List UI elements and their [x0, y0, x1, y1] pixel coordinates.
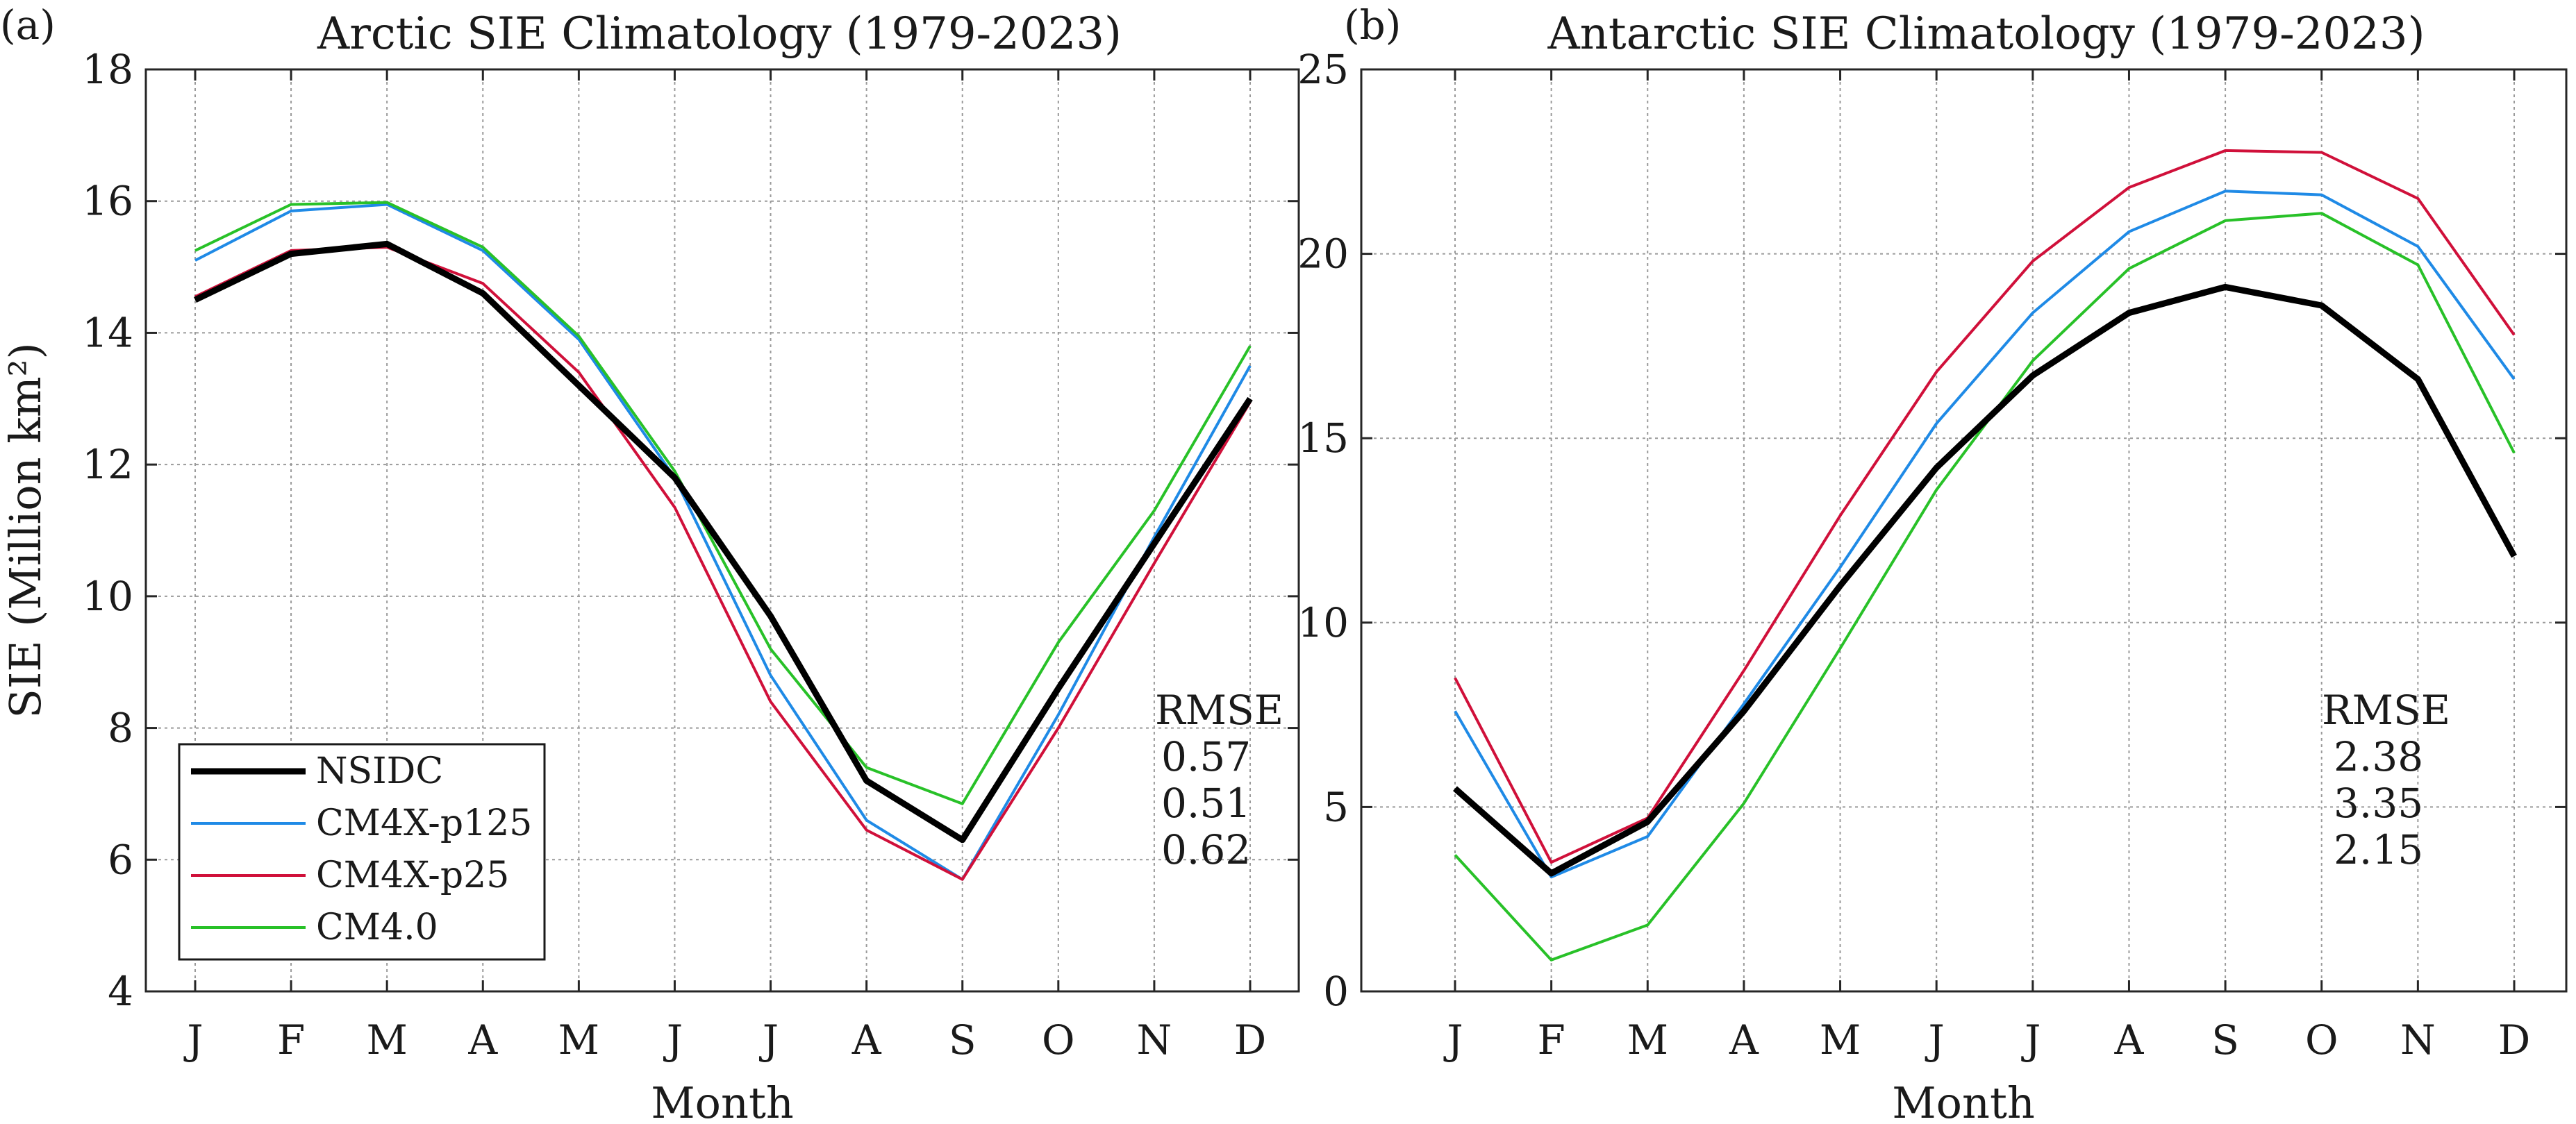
x-tick-label: N: [2400, 1016, 2436, 1064]
panel-a-rmse-annotation: RMSE 0.57 0.51 0.62: [1155, 687, 1283, 873]
rmse-value-cm4x-p125: 0.57: [1161, 733, 1251, 780]
x-tick-label: M: [1627, 1016, 1668, 1064]
panel-b-y-tick-labels: 0 5 10 15 20 25: [1297, 46, 1349, 1015]
x-tick-label: M: [558, 1016, 599, 1064]
panel-a-title: Arctic SIE Climatology (1979-2023): [317, 8, 1122, 60]
y-tick-label: 20: [1297, 230, 1349, 278]
y-tick-label: 5: [1323, 783, 1349, 830]
panel-a-axes-box: [144, 68, 1300, 993]
panel-a-x-axis-label: Month: [651, 1077, 794, 1124]
series-line-nsidc: [1453, 283, 2517, 877]
y-tick-label: 15: [1297, 414, 1349, 462]
x-tick-label: N: [1137, 1016, 1172, 1064]
y-tick-label: 0: [1323, 968, 1349, 1015]
panel-a-grid: [146, 69, 1299, 991]
rmse-value-cm4x-p125: 2.38: [2334, 733, 2423, 780]
x-tick-label: A: [467, 1016, 498, 1064]
antarctic-panel: (b) Antarctic SIE Climatology (1979-2023…: [1297, 1, 2568, 1124]
rmse-value-cm4-0: 0.62: [1161, 826, 1251, 873]
x-tick-label: A: [851, 1016, 882, 1064]
x-tick-label: J: [759, 1016, 779, 1064]
legend-box: [178, 743, 546, 961]
y-tick-label: 10: [82, 573, 133, 620]
y-tick-label: 16: [82, 178, 133, 225]
y-tick-label: 4: [108, 968, 133, 1015]
x-tick-label: F: [277, 1016, 305, 1064]
legend-label-cm4-0: CM4.0: [316, 907, 438, 948]
panel-a-y-axis-label: SIE (Million km²): [0, 342, 51, 718]
panel-b-title: Antarctic SIE Climatology (1979-2023): [1547, 8, 2425, 60]
x-tick-label: M: [1820, 1016, 1861, 1064]
x-tick-label: J: [183, 1016, 203, 1064]
y-tick-label: 8: [108, 705, 133, 752]
x-tick-label: O: [1042, 1016, 1075, 1064]
panel-b-rmse-annotation: RMSE 2.38 3.35 2.15: [2322, 687, 2450, 873]
arctic-panel: (a) Arctic SIE Climatology (1979-2023) J…: [0, 1, 1300, 1124]
x-tick-label: S: [949, 1016, 977, 1064]
y-tick-label: 14: [82, 309, 133, 356]
panel-a-ticks: [146, 68, 1299, 993]
y-tick-label: 6: [108, 836, 133, 883]
x-tick-label: D: [1234, 1016, 1267, 1064]
x-tick-label: A: [1729, 1016, 1759, 1064]
series-line-cm4x-p25: [1454, 149, 2516, 864]
rmse-value-cm4x-p25: 3.35: [2334, 780, 2423, 827]
panel-b-x-axis-label: Month: [1892, 1077, 2035, 1124]
y-tick-label: 18: [82, 46, 133, 93]
x-tick-label: O: [2305, 1016, 2338, 1064]
panel-a-label: (a): [0, 1, 56, 49]
x-tick-label: J: [2021, 1016, 2041, 1064]
y-tick-label: 12: [82, 441, 133, 488]
rmse-value-cm4-0: 2.15: [2334, 826, 2423, 873]
series-line-cm4x-p125: [1454, 190, 2516, 879]
panel-a-series-lines: [194, 201, 1253, 881]
panel-a-y-tick-labels: 4 6 8 10 12 14 16 18: [82, 46, 133, 1015]
rmse-heading: RMSE: [2322, 687, 2450, 734]
rmse-heading: RMSE: [1155, 687, 1283, 734]
series-line-cm4x-p125: [194, 203, 1252, 881]
x-tick-label: A: [2114, 1016, 2145, 1064]
x-tick-label: J: [663, 1016, 683, 1064]
panel-a-legend: NSIDC CM4X-p125 CM4X-p25 CM4.0: [178, 743, 546, 961]
series-line-nsidc: [194, 240, 1253, 844]
panel-b-label: (b): [1344, 1, 1401, 49]
x-tick-label: M: [366, 1016, 407, 1064]
y-tick-label: 10: [1297, 599, 1349, 646]
x-tick-label: F: [1538, 1016, 1565, 1064]
legend-label-cm4x-p125: CM4X-p125: [316, 803, 532, 844]
series-line-cm4-0: [194, 201, 1252, 805]
x-tick-label: S: [2211, 1016, 2239, 1064]
y-tick-label: 25: [1297, 46, 1349, 93]
x-tick-label: J: [1443, 1016, 1463, 1064]
x-tick-label: D: [2498, 1016, 2531, 1064]
legend-label-nsidc: NSIDC: [316, 750, 443, 792]
legend-label-cm4x-p25: CM4X-p25: [316, 855, 509, 896]
panel-b-series-lines: [1453, 149, 2517, 962]
rmse-value-cm4x-p25: 0.51: [1161, 780, 1251, 827]
x-tick-label: J: [1925, 1016, 1945, 1064]
panel-b-axes-box: [1360, 68, 2568, 993]
